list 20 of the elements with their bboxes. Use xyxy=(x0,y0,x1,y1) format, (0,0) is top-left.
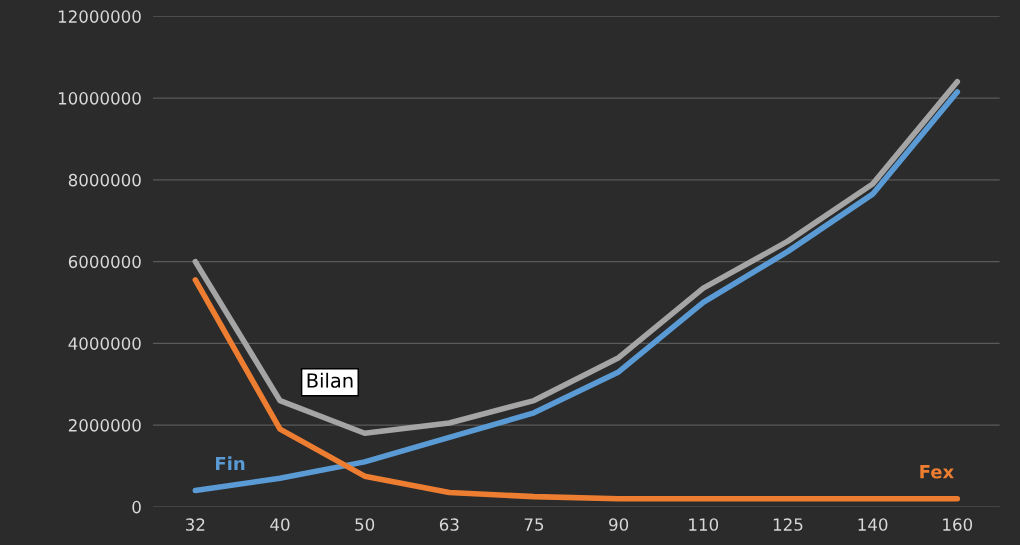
x-tick-label: 125 xyxy=(773,518,803,531)
x-tick-label: 110 xyxy=(689,518,719,531)
x-tick-label: 75 xyxy=(524,518,544,531)
x-tick-label: 90 xyxy=(609,518,629,531)
y-tick-label: 12000000 xyxy=(58,10,141,23)
x-tick-label: 50 xyxy=(355,518,375,531)
y-tick-label: 8000000 xyxy=(68,173,141,187)
y-tick-label: 4000000 xyxy=(68,337,141,350)
y-tick-label: 10000000 xyxy=(58,92,141,105)
series-label: Bilan xyxy=(307,372,353,388)
y-tick-label: 0 xyxy=(132,500,141,514)
x-tick-label: 63 xyxy=(439,518,459,531)
series-label: Fex xyxy=(920,465,954,479)
y-tick-label: 2000000 xyxy=(68,419,141,432)
x-tick-label: 140 xyxy=(858,518,888,531)
x-tick-label: 40 xyxy=(270,518,290,531)
x-tick-label: 160 xyxy=(943,518,973,531)
y-tick-label: 6000000 xyxy=(68,255,141,269)
series-label: Fin xyxy=(216,456,245,471)
x-tick-label: 32 xyxy=(186,518,205,531)
